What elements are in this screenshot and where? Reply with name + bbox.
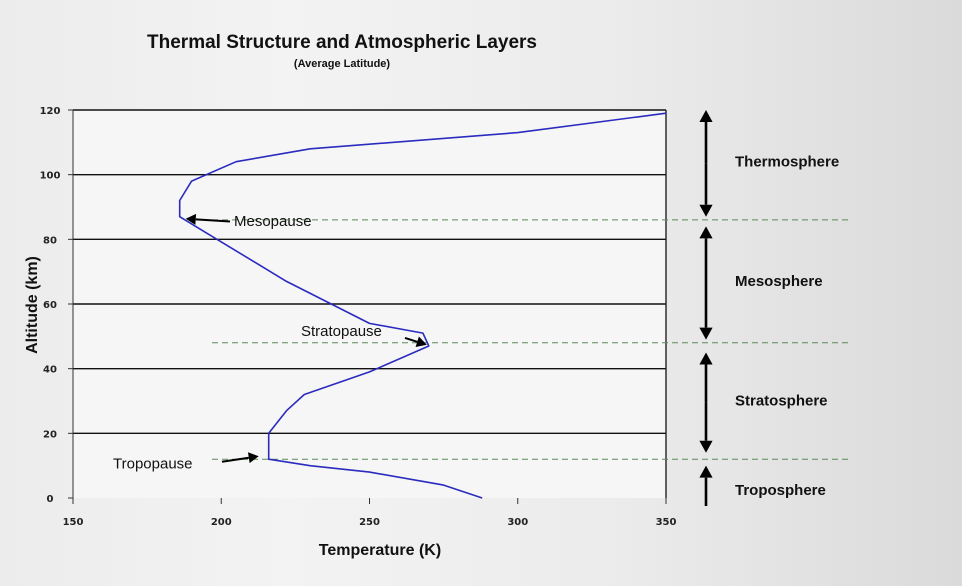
x-tick-label-200: 200 <box>211 517 232 528</box>
layer-arrow-thermosphere-up-head <box>699 110 713 122</box>
x-tick-label-350: 350 <box>656 517 677 528</box>
x-tick-label-150: 150 <box>63 517 84 528</box>
y-tick-label-80: 80 <box>43 235 57 246</box>
layer-label-troposphere: Troposphere <box>735 482 826 499</box>
layer-arrow-stratosphere-up-head <box>699 352 713 365</box>
plot-area: 0 20 40 60 80 100 120 150 200 250 300 350 Mesopause S… <box>40 106 850 528</box>
chart-title: Thermal Structure and Atmospheric Layers <box>147 32 537 53</box>
y-tick-label-0: 0 <box>47 494 54 505</box>
y-tick-label-20: 20 <box>43 429 57 440</box>
layer-label-mesosphere: Mesosphere <box>735 273 823 290</box>
x-axis-label: Temperature (K) <box>319 542 441 559</box>
layer-arrow-stratosphere-down-head <box>699 440 713 453</box>
x-tick-label-250: 250 <box>359 517 380 528</box>
annotation-stratopause: Stratopause <box>301 323 382 340</box>
layer-arrow-mesosphere-up-head <box>699 226 713 239</box>
chart-subtitle: (Average Latitude) <box>294 58 391 70</box>
layer-arrow-mesosphere-down-head <box>699 327 713 340</box>
y-tick-label-60: 60 <box>43 300 57 311</box>
y-tick-label-120: 120 <box>40 106 61 117</box>
layer-label-stratosphere: Stratosphere <box>735 393 828 410</box>
layer-label-thermosphere: Thermosphere <box>735 153 839 170</box>
tropopause-arrow-head <box>247 452 259 464</box>
y-axis-label: Altitude (km) <box>24 256 41 354</box>
mesopause-arrow-shaft <box>195 218 231 223</box>
tropopause-arrow-shaft <box>221 456 249 463</box>
layer-arrow-troposphere-up-head <box>699 465 713 478</box>
layer-arrow-thermosphere-down-head <box>699 204 713 217</box>
annotation-mesopause: Mesopause <box>234 213 312 230</box>
mesopause-arrow-head <box>185 213 197 225</box>
y-tick-label-100: 100 <box>40 171 61 182</box>
stratopause-arrow-head <box>415 336 427 348</box>
annotation-tropopause: Tropopause <box>113 456 193 473</box>
temperature-profile-line <box>178 112 667 499</box>
x-tick-label-300: 300 <box>507 517 528 528</box>
stratopause-arrow-shaft <box>404 336 418 343</box>
y-tick-label-40: 40 <box>43 365 57 376</box>
